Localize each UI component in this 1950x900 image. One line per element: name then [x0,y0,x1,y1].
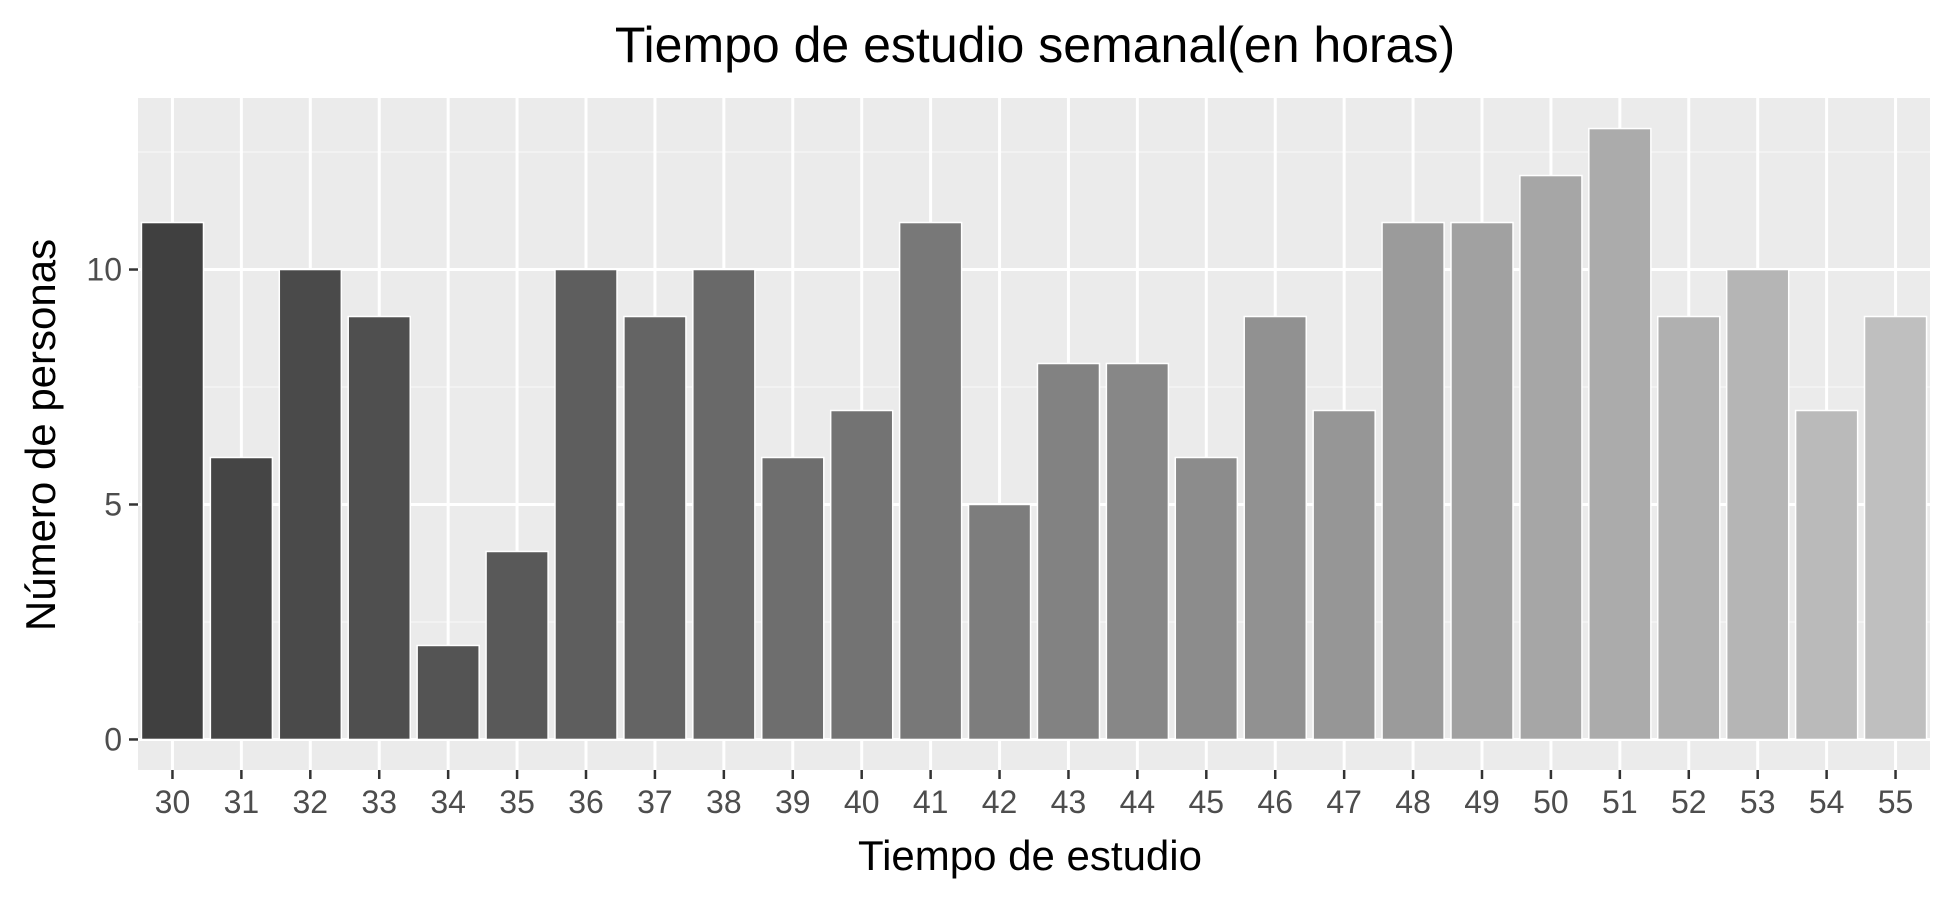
bar-47 [1312,409,1376,741]
x-tick-label-52: 52 [1671,784,1707,820]
bar-41 [898,221,963,741]
bar-49 [1450,221,1514,741]
y-tick-label-5: 5 [104,486,122,522]
bar-32 [278,268,343,741]
bar-46 [1243,315,1307,741]
x-tick-label-45: 45 [1189,784,1225,820]
bar-31 [209,456,274,741]
x-tick-label-46: 46 [1257,784,1293,820]
bar-43 [1036,362,1101,741]
x-tick-label-32: 32 [293,784,329,820]
bar-36 [554,268,618,741]
bar-51 [1588,127,1652,741]
x-axis: 30 31 32 33 34 35 36 37 38 39 40 41 42 43 44 45 46 47 48 49… [155,770,1914,820]
x-tick-label-38: 38 [706,784,742,820]
bar-34 [416,644,480,741]
x-tick-label-44: 44 [1120,784,1156,820]
plot-panel [138,98,1930,770]
bar-40 [829,409,894,741]
x-tick-label-54: 54 [1809,784,1845,820]
x-tick-label-40: 40 [844,784,880,820]
bar-35 [485,550,549,741]
x-tick-label-35: 35 [499,784,535,820]
x-tick-label-53: 53 [1740,784,1776,820]
bar-45 [1174,456,1239,741]
x-tick-label-33: 33 [361,784,397,820]
bar-38 [692,268,756,741]
x-tick-label-36: 36 [568,784,604,820]
x-axis-title: Tiempo de estudio [858,832,1202,879]
x-tick-label-48: 48 [1395,784,1431,820]
x-tick-label-55: 55 [1878,784,1914,820]
bar-42 [967,503,1032,741]
x-tick-label-51: 51 [1602,784,1638,820]
bar-39 [761,456,825,741]
y-axis: 0 5 10 [86,252,138,757]
bar-53 [1725,268,1790,741]
bar-44 [1105,362,1170,741]
bar-48 [1381,221,1445,741]
y-tick-label-0: 0 [104,721,122,757]
x-tick-label-49: 49 [1464,784,1500,820]
x-tick-label-42: 42 [982,784,1018,820]
x-tick-label-34: 34 [430,784,466,820]
bar-30 [140,221,205,741]
x-tick-label-47: 47 [1326,784,1362,820]
x-tick-label-31: 31 [224,784,260,820]
bar-54 [1794,409,1859,741]
x-tick-label-41: 41 [913,784,949,820]
y-axis-title: Número de personas [17,239,64,631]
x-tick-label-37: 37 [637,784,673,820]
x-tick-label-43: 43 [1051,784,1087,820]
y-tick-label-10: 10 [86,252,122,288]
bar-52 [1657,315,1721,741]
x-tick-label-30: 30 [155,784,191,820]
bar-55 [1863,315,1928,741]
bar-33 [347,315,411,741]
x-tick-label-50: 50 [1533,784,1569,820]
bar-37 [623,315,687,741]
chart-title: Tiempo de estudio semanal(en horas) [615,17,1455,73]
x-tick-label-39: 39 [775,784,811,820]
bar-50 [1519,174,1583,741]
